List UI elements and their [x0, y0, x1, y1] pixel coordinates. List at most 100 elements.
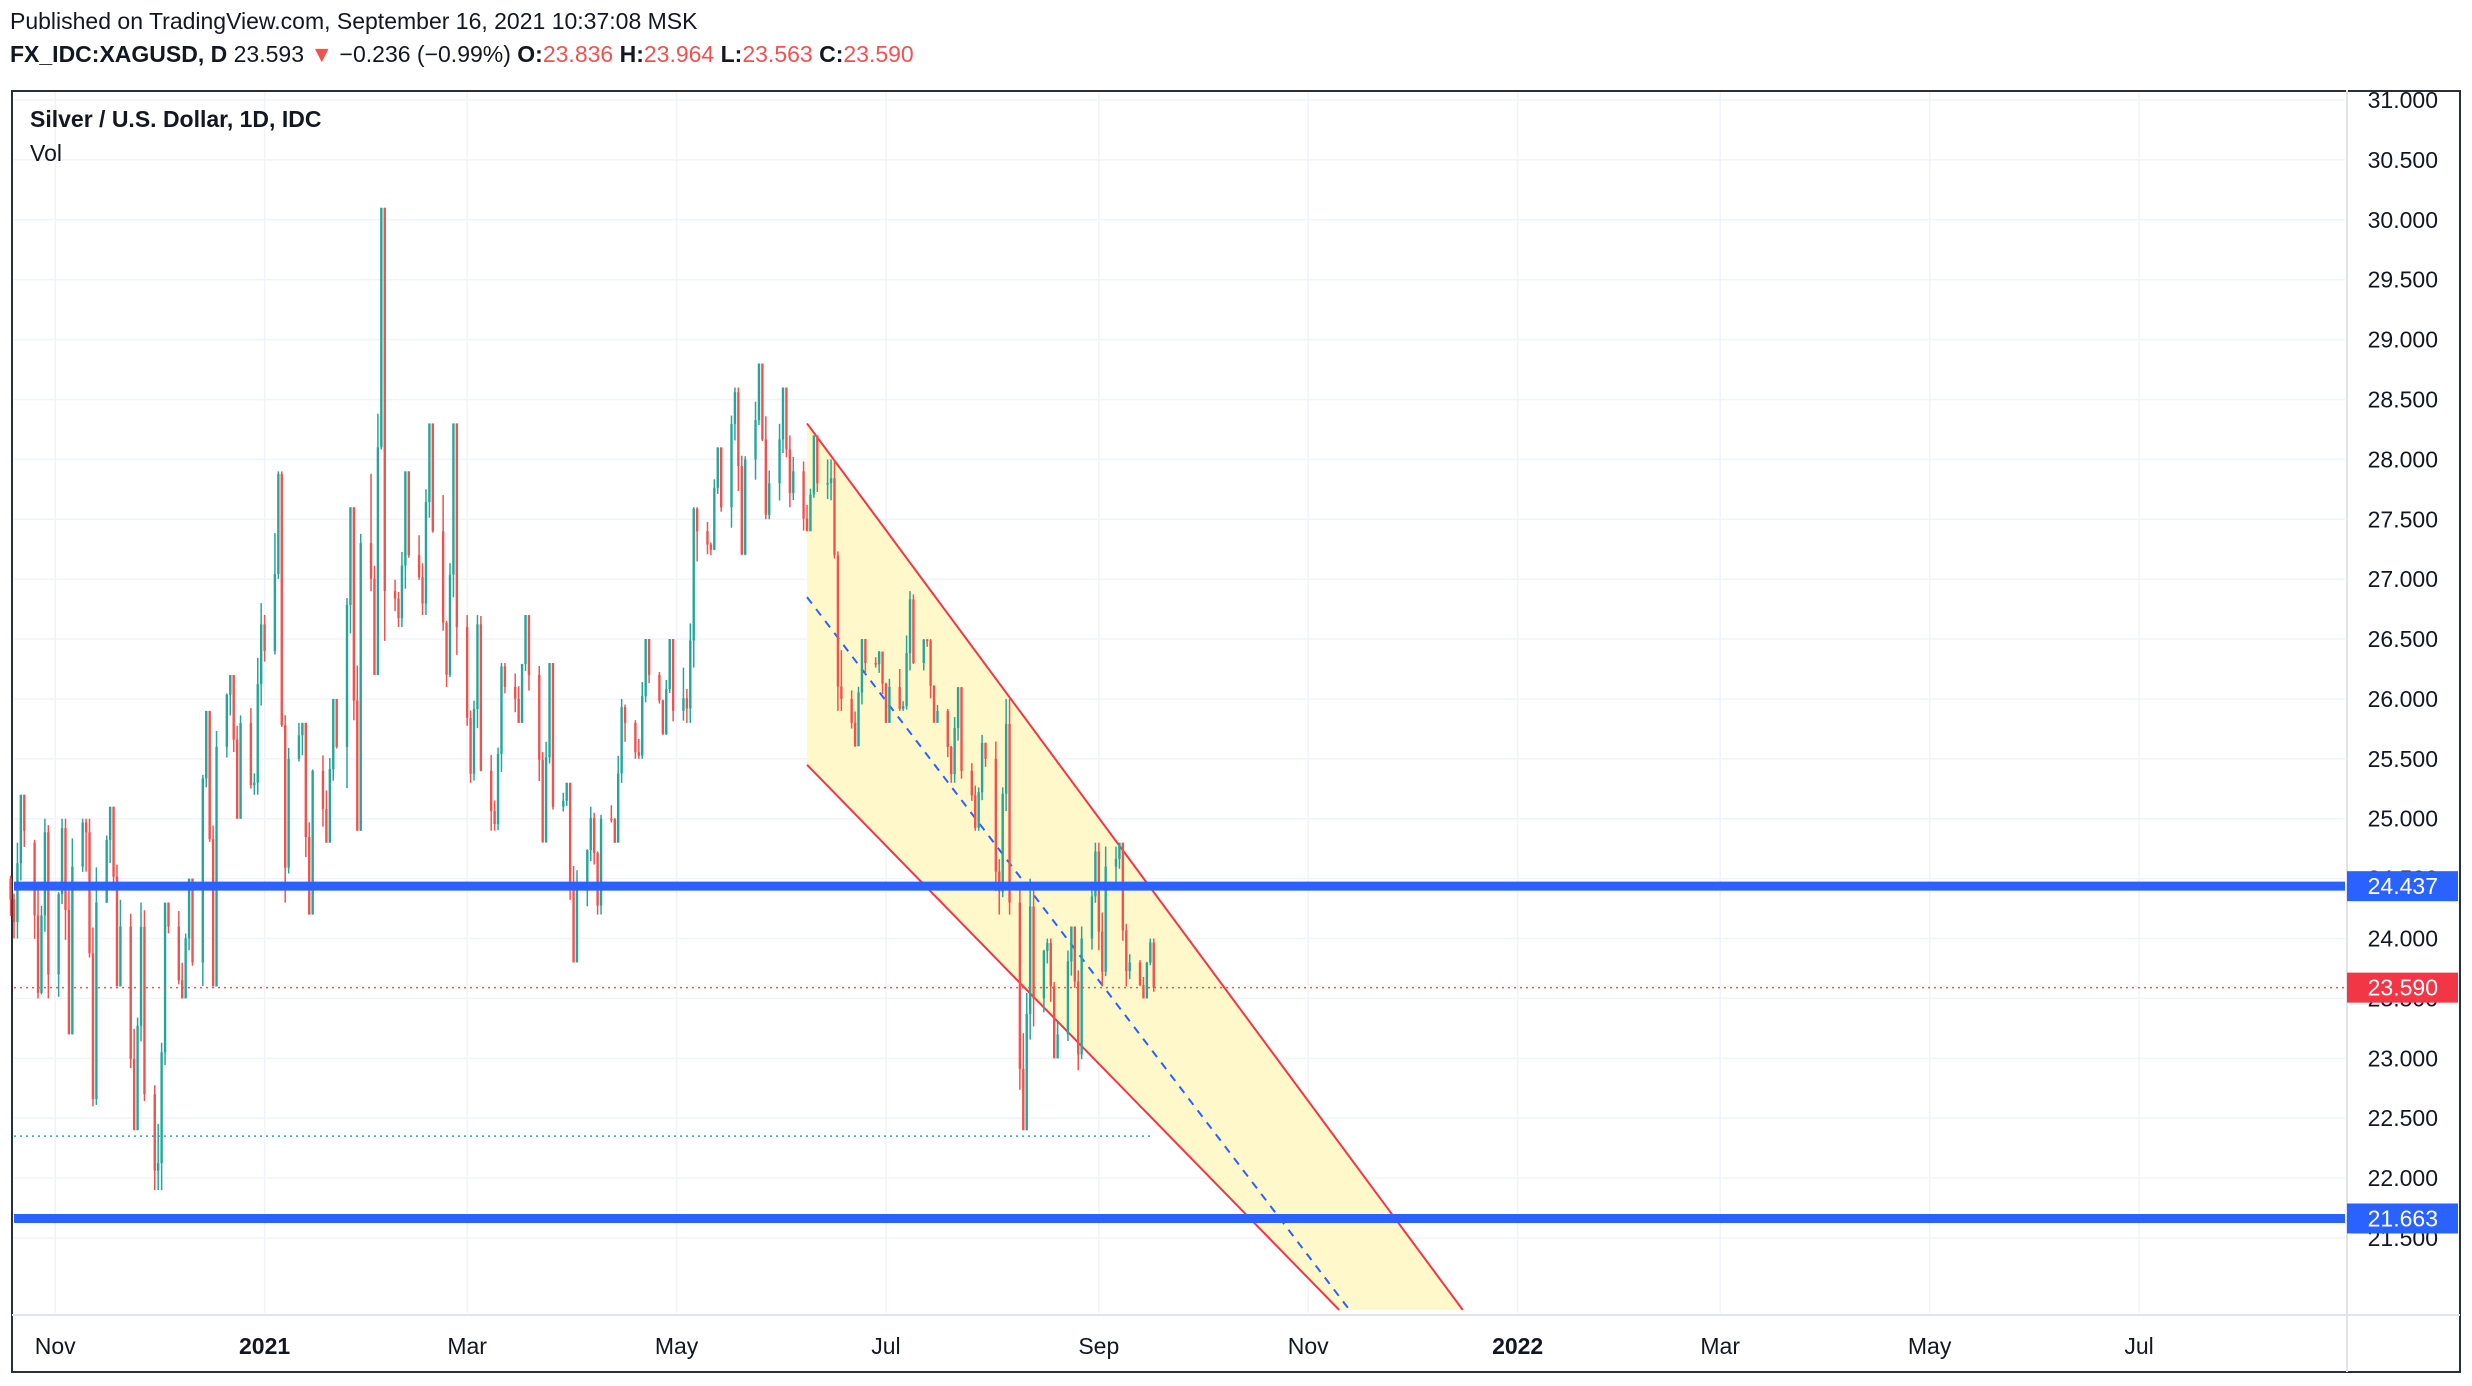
candle-body: [1066, 961, 1070, 1035]
candle-body: [187, 878, 191, 939]
candle-body: [661, 700, 665, 735]
candle-body: [572, 890, 575, 963]
candle-body: [493, 810, 496, 825]
candle-body: [922, 639, 925, 664]
candle-body: [1080, 938, 1083, 1055]
candle-body: [548, 663, 551, 758]
candle-body: [428, 423, 431, 503]
candle-body: [637, 752, 641, 756]
candle-body: [356, 700, 359, 831]
candle-body: [47, 832, 50, 975]
low-label: L:: [720, 41, 743, 67]
candle-body: [263, 624, 266, 652]
candle-body: [781, 387, 785, 440]
x-tick-label: Nov: [35, 1333, 76, 1359]
candle-body: [881, 651, 884, 684]
candle-body: [60, 828, 64, 895]
x-tick-label: Jul: [2124, 1333, 2153, 1359]
candle-body: [1008, 723, 1011, 903]
candle-body: [1073, 926, 1076, 982]
candle-body: [809, 494, 812, 532]
candle-body: [956, 687, 960, 728]
candle-body: [253, 782, 256, 786]
candle-body: [647, 639, 651, 675]
candle-body: [1028, 906, 1032, 1014]
legend-volume[interactable]: Vol: [30, 140, 62, 166]
symbol-name[interactable]: FX_IDC:XAGUSD, D: [10, 41, 228, 67]
candle-body: [599, 818, 603, 906]
candle-body: [641, 696, 644, 756]
candle-body: [191, 878, 194, 963]
candle-body: [184, 938, 187, 999]
candle-body: [884, 683, 888, 723]
candle-body: [695, 508, 699, 532]
legend-title[interactable]: Silver / U.S. Dollar, 1D, IDC: [30, 106, 322, 132]
candle-body: [912, 599, 915, 664]
high-label: H:: [619, 41, 644, 67]
candle-body: [541, 759, 544, 843]
candle-body: [713, 487, 716, 550]
candle-body: [1114, 858, 1118, 867]
candle-body: [514, 686, 517, 699]
candle-body: [1049, 942, 1052, 987]
candle-body: [617, 773, 620, 843]
candle-body: [311, 770, 314, 915]
candle-body: [393, 591, 397, 599]
candle-body: [950, 746, 953, 775]
candle-body: [287, 758, 290, 868]
candle-body: [321, 770, 325, 810]
candle-body: [205, 710, 208, 779]
candle-body: [23, 794, 26, 831]
candle-body: [397, 598, 400, 619]
candle-body: [538, 674, 541, 760]
candle-body: [1094, 851, 1097, 897]
candle-body: [671, 639, 675, 711]
candle-body: [455, 423, 459, 628]
down-arrow-icon: ▼: [310, 41, 334, 67]
y-tick-label: 29.500: [2368, 267, 2438, 293]
candle-body: [153, 1094, 156, 1171]
candle-body: [369, 543, 373, 579]
candle-body: [877, 651, 881, 665]
candle-body: [665, 689, 668, 735]
candle-body: [754, 420, 757, 460]
candle-body: [57, 894, 60, 975]
candle-body: [359, 543, 362, 831]
y-tick-label: 25.000: [2368, 806, 2438, 832]
candle-body: [376, 447, 380, 675]
candle-body: [167, 902, 170, 927]
candle-body: [1046, 942, 1049, 951]
horizontal-levels: [14, 881, 2345, 1223]
candle-body: [225, 694, 229, 747]
candle-body: [792, 471, 795, 494]
candle-body: [43, 832, 47, 916]
chart-frame: [11, 90, 2461, 1373]
candle-body: [613, 819, 616, 843]
candle-body: [284, 725, 287, 868]
y-tick-label: 26.000: [2368, 686, 2438, 712]
x-tick-label: Nov: [1288, 1333, 1329, 1359]
candle-body: [716, 447, 719, 488]
candle-body: [417, 555, 421, 578]
candle-body: [9, 878, 12, 900]
candle-body: [235, 739, 239, 819]
candle-body: [936, 710, 939, 723]
candle-body: [833, 478, 836, 556]
candle-body: [658, 674, 661, 701]
x-tick-label: May: [1908, 1333, 1952, 1359]
candle-body: [544, 757, 548, 843]
candle-body: [95, 902, 98, 1099]
candle-body: [778, 439, 781, 484]
price-change: −0.236 (−0.99%): [339, 41, 511, 67]
time-axis: Nov 2021 Mar May Jul Sep Nov 2022 Mar May Jul: [35, 1333, 2154, 1359]
candle-body: [1056, 1034, 1059, 1059]
x-tick-label: 2022: [1492, 1333, 1543, 1359]
candle-body: [441, 531, 445, 623]
candle-body: [91, 953, 95, 1099]
candle-body: [1042, 950, 1046, 999]
candle-body: [788, 449, 792, 494]
candle-body: [998, 871, 1001, 892]
candle-body: [802, 471, 805, 519]
high-value: 23.964: [643, 41, 715, 67]
